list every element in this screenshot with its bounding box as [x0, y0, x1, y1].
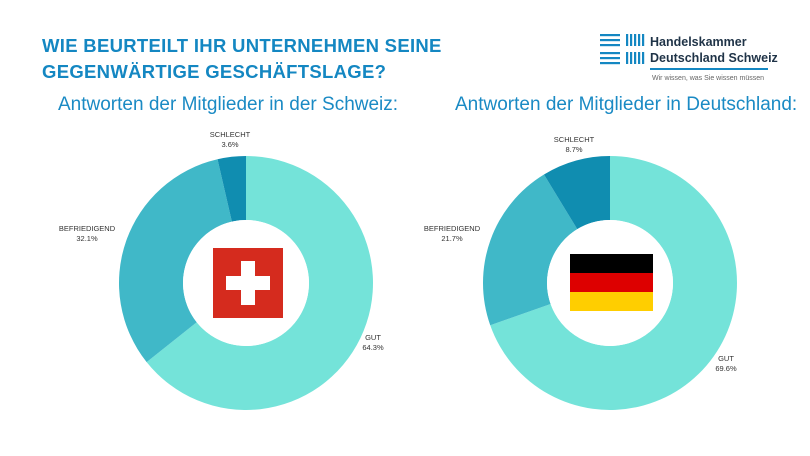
- logo: Handelskammer Deutschland Schweiz Wir wis…: [600, 32, 778, 82]
- data-label-category: GUT: [718, 354, 734, 363]
- logo-icon: [600, 34, 645, 65]
- logo-text: Handelskammer Deutschland Schweiz: [650, 34, 778, 66]
- logo-divider: [650, 68, 768, 70]
- data-label-category: SCHLECHT: [554, 135, 595, 144]
- slice-gut: [146, 156, 373, 410]
- data-label-value: 3.6%: [221, 140, 238, 149]
- data-label-category: GUT: [365, 333, 381, 342]
- data-label-value: 64.3%: [362, 343, 384, 352]
- data-label-category: BEFRIEDIGEND: [424, 224, 481, 233]
- title-line-1: WIE BEURTEILT IHR UNTERNEHMEN SEINE: [42, 35, 442, 56]
- logo-line-1: Handelskammer: [650, 35, 747, 49]
- slice-schlecht: [217, 156, 246, 222]
- title-line-2: GEGENWÄRTIGE GESCHÄFTSLAGE?: [42, 61, 387, 82]
- german-flag-icon: [570, 254, 653, 311]
- chart-title-switzerland: Antworten der Mitglieder in der Schweiz:: [58, 94, 399, 115]
- slice-befriedigend: [482, 174, 578, 326]
- chart-title-germany: Antworten der Mitglieder in Deutschland:: [455, 94, 798, 115]
- swiss-flag-icon: [213, 248, 283, 318]
- data-label-value: 32.1%: [76, 234, 98, 243]
- data-label-value: 21.7%: [441, 234, 463, 243]
- slice-befriedigend: [119, 159, 232, 363]
- data-label-value: 69.6%: [715, 364, 737, 373]
- logo-line-2: Deutschland Schweiz: [650, 51, 778, 65]
- logo-tagline: Wir wissen, was Sie wissen müssen: [652, 75, 765, 82]
- slice-schlecht: [543, 156, 610, 230]
- data-label-value: 8.7%: [565, 145, 582, 154]
- data-label-category: BEFRIEDIGEND: [59, 224, 116, 233]
- data-label-category: SCHLECHT: [210, 130, 251, 139]
- page-title: WIE BEURTEILT IHR UNTERNEHMEN SEINE GEGE…: [42, 33, 442, 85]
- slice-gut: [490, 156, 738, 411]
